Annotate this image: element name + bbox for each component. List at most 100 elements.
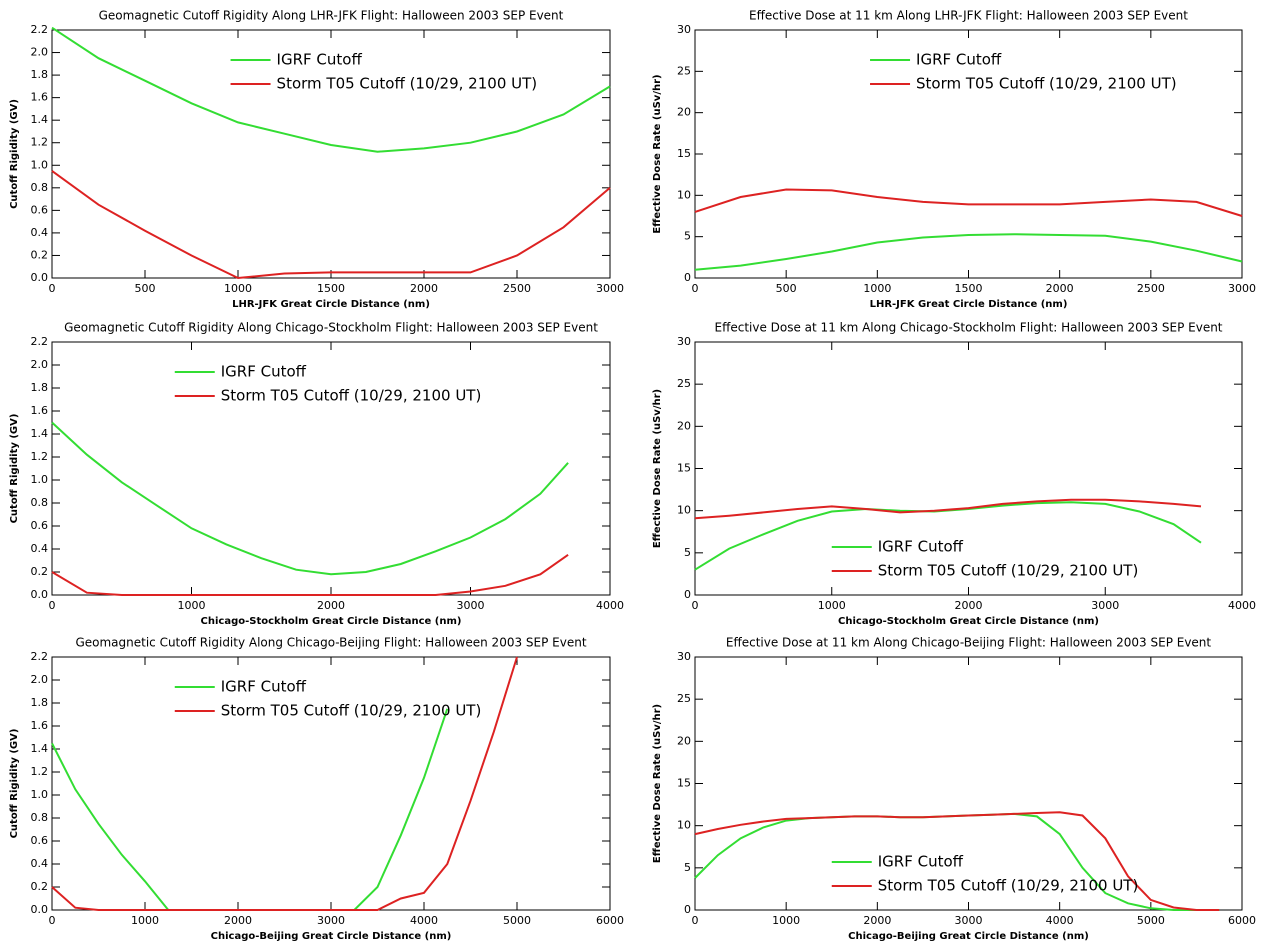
series-line: [51, 553, 569, 596]
x-tick-label: 2500: [1137, 282, 1165, 295]
y-tick-label: 1.8: [31, 68, 49, 81]
y-tick-label: 0: [684, 903, 691, 916]
y-tick-label: 0.6: [31, 519, 49, 532]
legend-label: IGRF Cutoff: [221, 678, 307, 696]
y-tick-label: 25: [677, 377, 691, 390]
series-line: [51, 656, 518, 911]
x-tick-label: 2000: [863, 914, 891, 927]
x-tick-label: 2500: [503, 282, 531, 295]
x-axis-label: Chicago-Beijing Great Circle Distance (n…: [211, 931, 452, 942]
y-tick-label: 0.0: [31, 271, 49, 284]
y-axis-label: Effective Dose Rate (uSv/hr): [652, 704, 663, 863]
x-tick-label: 0: [692, 282, 699, 295]
x-tick-label: 5000: [1137, 914, 1165, 927]
chart-title: Geomagnetic Cutoff Rigidity Along LHR-JF…: [99, 9, 564, 23]
x-axis-label: LHR-JFK Great Circle Distance (nm): [870, 299, 1068, 310]
y-tick-label: 10: [677, 188, 691, 201]
x-tick-label: 500: [135, 282, 156, 295]
x-tick-label: 1000: [224, 282, 252, 295]
y-tick-label: 1.6: [31, 404, 49, 417]
x-tick-label: 2000: [955, 599, 983, 612]
y-tick-label: 10: [677, 819, 691, 832]
y-tick-label: 0: [684, 588, 691, 601]
y-tick-label: 1.4: [31, 742, 49, 755]
x-tick-label: 5000: [503, 914, 531, 927]
x-tick-label: 0: [49, 599, 56, 612]
y-tick-label: 20: [677, 734, 691, 747]
y-tick-label: 0.4: [31, 857, 49, 870]
x-tick-label: 0: [692, 599, 699, 612]
y-tick-label: 1.4: [31, 113, 49, 126]
x-tick-label: 4000: [596, 599, 624, 612]
legend-label: IGRF Cutoff: [221, 363, 307, 381]
y-tick-label: 1.0: [31, 788, 49, 801]
y-tick-label: 0.4: [31, 542, 49, 555]
legend-label: IGRF Cutoff: [916, 51, 1002, 69]
x-tick-label: 4000: [1046, 914, 1074, 927]
x-tick-label: 3000: [317, 914, 345, 927]
x-tick-label: 2000: [410, 282, 438, 295]
series-line: [51, 708, 449, 911]
legend-label: Storm T05 Cutoff (10/29, 2100 UT): [277, 75, 538, 93]
x-tick-label: 500: [776, 282, 797, 295]
y-tick-label: 2.0: [31, 673, 49, 686]
y-tick-label: 15: [677, 462, 691, 475]
y-tick-label: 0.6: [31, 203, 49, 216]
y-tick-label: 0.2: [31, 248, 49, 261]
series-line: [694, 188, 1243, 217]
y-tick-label: 1.0: [31, 473, 49, 486]
y-tick-label: 20: [677, 106, 691, 119]
y-tick-label: 25: [677, 64, 691, 77]
series-line: [51, 421, 569, 576]
x-axis-label: Chicago-Stockholm Great Circle Distance …: [201, 616, 462, 627]
y-tick-label: 30: [677, 650, 691, 663]
x-tick-label: 3000: [955, 914, 983, 927]
legend-label: Storm T05 Cutoff (10/29, 2100 UT): [221, 702, 482, 720]
x-tick-label: 1000: [818, 599, 846, 612]
series-line: [51, 170, 611, 280]
y-tick-label: 15: [677, 777, 691, 790]
chart-title: Geomagnetic Cutoff Rigidity Along Chicag…: [64, 321, 598, 335]
series-line: [694, 233, 1243, 271]
y-axis-label: Cutoff Rigidity (GV): [9, 729, 20, 839]
chart-title: Effective Dose at 11 km Along Chicago-Be…: [726, 636, 1212, 650]
series-line: [694, 811, 1220, 911]
x-axis-label: Chicago-Beijing Great Circle Distance (n…: [848, 931, 1089, 942]
x-tick-label: 2000: [224, 914, 252, 927]
y-tick-label: 2.0: [31, 46, 49, 59]
y-tick-label: 1.2: [31, 765, 49, 778]
y-tick-label: 5: [684, 546, 691, 559]
x-axis-label: Chicago-Stockholm Great Circle Distance …: [838, 616, 1099, 627]
y-axis-label: Effective Dose Rate (uSv/hr): [652, 389, 663, 548]
x-tick-label: 1000: [178, 599, 206, 612]
y-tick-label: 0.8: [31, 811, 49, 824]
x-tick-label: 0: [49, 282, 56, 295]
plot-frame: [694, 656, 1243, 911]
y-tick-label: 0.8: [31, 181, 49, 194]
plot-frame: [694, 341, 1243, 596]
plot-frame: [694, 29, 1243, 279]
y-tick-label: 15: [677, 147, 691, 160]
x-tick-label: 3000: [596, 282, 624, 295]
y-tick-label: 5: [684, 230, 691, 243]
chart-title: Effective Dose at 11 km Along Chicago-St…: [714, 321, 1222, 335]
x-axis-label: LHR-JFK Great Circle Distance (nm): [232, 299, 430, 310]
y-tick-label: 20: [677, 419, 691, 432]
legend-label: Storm T05 Cutoff (10/29, 2100 UT): [916, 75, 1177, 93]
y-tick-label: 0.4: [31, 226, 49, 239]
y-tick-label: 2.2: [31, 650, 49, 663]
x-tick-label: 0: [692, 914, 699, 927]
x-tick-label: 6000: [1228, 914, 1256, 927]
chart-title: Effective Dose at 11 km Along LHR-JFK Fl…: [749, 9, 1188, 23]
y-tick-label: 2.2: [31, 335, 49, 348]
y-tick-label: 1.2: [31, 136, 49, 149]
y-tick-label: 25: [677, 692, 691, 705]
x-tick-label: 1000: [863, 282, 891, 295]
y-tick-label: 5: [684, 861, 691, 874]
y-tick-label: 0.0: [31, 588, 49, 601]
y-tick-label: 0.8: [31, 496, 49, 509]
y-tick-label: 1.6: [31, 91, 49, 104]
legend-label: Storm T05 Cutoff (10/29, 2100 UT): [878, 877, 1139, 895]
x-tick-label: 3000: [457, 599, 485, 612]
